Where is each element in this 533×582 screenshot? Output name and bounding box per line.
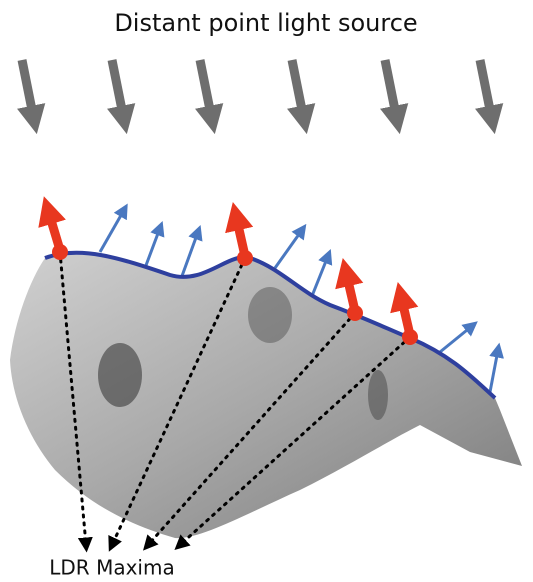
nose-shadow (248, 287, 292, 343)
light-arrows (22, 60, 492, 120)
maxima-label: LDR Maxima (49, 556, 174, 580)
title: Distant point light source (114, 9, 417, 37)
mouth-shadow (368, 370, 388, 420)
eye-shadow (98, 343, 142, 407)
page: Distant point light source LDR Maxima ((… (0, 0, 533, 582)
diagram: Distant point light source LDR Maxima (0, 0, 533, 582)
